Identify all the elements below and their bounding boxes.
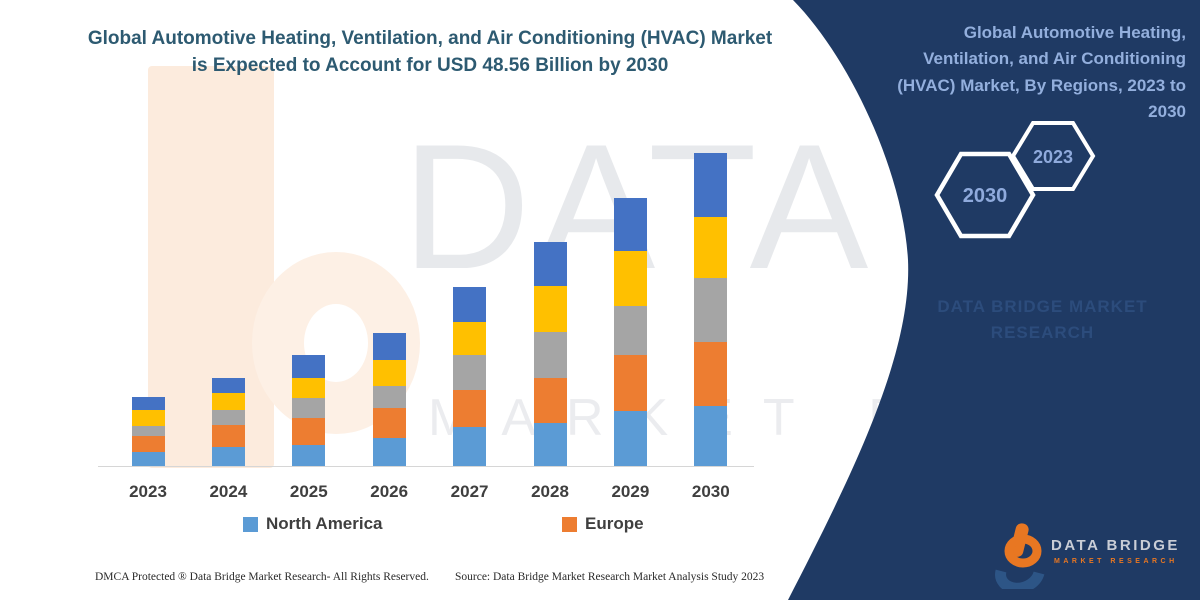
dmca-notice: DMCA Protected ® Data Bridge Market Rese… bbox=[95, 571, 429, 583]
bar-segment-2024 bbox=[211, 393, 245, 410]
x-axis-label-2029: 2029 bbox=[611, 482, 650, 501]
bar-segment-2028 bbox=[533, 332, 567, 378]
year-hexagons: 2030 2023 bbox=[934, 121, 1096, 239]
bar-segment-2027 bbox=[453, 355, 487, 390]
bar-segment-2025 bbox=[292, 378, 326, 398]
bar-segment-2028 bbox=[533, 286, 567, 332]
bar-segment-2029 bbox=[613, 306, 647, 355]
logo-name-text: DATA BRIDGE bbox=[1051, 537, 1180, 554]
legend-label: Europe bbox=[585, 514, 644, 533]
bar-segment-2027 bbox=[453, 427, 487, 466]
bar-segment-2024 bbox=[211, 447, 245, 466]
bar-segment-2030 bbox=[694, 217, 728, 278]
background-logo-stem-shape bbox=[148, 66, 274, 468]
bar-segment-2029 bbox=[613, 411, 647, 466]
bar-segment-2029 bbox=[613, 198, 647, 251]
bar-segment-2027 bbox=[453, 322, 487, 355]
bar-segment-2030 bbox=[694, 406, 728, 466]
bar-segment-2023 bbox=[131, 452, 165, 466]
hexagon-2023-label: 2023 bbox=[1033, 147, 1073, 167]
bar-segment-2024 bbox=[211, 378, 245, 393]
legend-item-north-america: North America bbox=[243, 514, 383, 534]
bar-segment-2026 bbox=[372, 360, 406, 386]
bar-segment-2025 bbox=[292, 445, 326, 466]
panel-watermark-text: DATA BRIDGE MARKET RESEARCH bbox=[937, 297, 1148, 343]
bar-segment-2025 bbox=[292, 418, 326, 445]
hexagon-2023-outline bbox=[1010, 121, 1096, 191]
bar-segment-2024 bbox=[211, 410, 245, 425]
bar-segment-2027 bbox=[453, 390, 487, 427]
bar-segment-2029 bbox=[613, 251, 647, 306]
bar-segment-2030 bbox=[694, 342, 728, 406]
bar-segment-2023 bbox=[131, 410, 165, 426]
bar-segment-2025 bbox=[292, 355, 326, 378]
hexagon-2030-outline bbox=[934, 151, 1036, 239]
x-axis-label-2028: 2028 bbox=[531, 482, 569, 501]
bar-segment-2023 bbox=[131, 397, 165, 410]
source-note: Source: Data Bridge Market Research Mark… bbox=[455, 571, 765, 583]
x-axis-label-2025: 2025 bbox=[289, 482, 328, 501]
legend-label: North America bbox=[266, 514, 383, 533]
data-bridge-logo-mark bbox=[995, 523, 1045, 594]
legend-swatch bbox=[243, 516, 258, 532]
x-axis-label-2026: 2026 bbox=[370, 482, 409, 501]
chart-title: Global Automotive Heating, Ventilation, … bbox=[87, 28, 773, 76]
bar-segment-2026 bbox=[372, 408, 406, 438]
side-panel-heading: Global Automotive Heating, Ventilation, … bbox=[897, 23, 1186, 122]
hexagon-2030-label: 2030 bbox=[963, 185, 1008, 207]
legend-swatch bbox=[562, 516, 577, 532]
bar-segment-2025 bbox=[292, 398, 326, 418]
bar-segment-2026 bbox=[372, 438, 406, 466]
x-axis-label-2023: 2023 bbox=[129, 482, 167, 501]
bar-segment-2029 bbox=[613, 355, 647, 411]
bar-segment-2028 bbox=[533, 242, 567, 286]
data-bridge-logo: DATA BRIDGE MARKET RESEARCH bbox=[993, 521, 1193, 594]
bar-segment-2024 bbox=[211, 425, 245, 447]
legend-item-europe: Europe bbox=[562, 514, 644, 534]
bar-segment-2023 bbox=[131, 436, 165, 452]
bar-segment-2023 bbox=[131, 426, 165, 436]
bar-segment-2028 bbox=[533, 378, 567, 423]
bar-segment-2026 bbox=[372, 386, 406, 408]
x-axis-label-2030: 2030 bbox=[691, 482, 730, 501]
bar-segment-2027 bbox=[453, 287, 487, 322]
bar-segment-2030 bbox=[694, 278, 728, 342]
bar-segment-2030 bbox=[694, 153, 728, 217]
bar-segment-2026 bbox=[372, 333, 406, 360]
bar-segment-2028 bbox=[533, 423, 567, 466]
x-axis-label-2024: 2024 bbox=[209, 482, 248, 501]
x-axis-line bbox=[98, 466, 754, 467]
x-axis-label-2027: 2027 bbox=[450, 482, 489, 501]
logo-tagline-text: MARKET RESEARCH bbox=[1054, 558, 1178, 565]
